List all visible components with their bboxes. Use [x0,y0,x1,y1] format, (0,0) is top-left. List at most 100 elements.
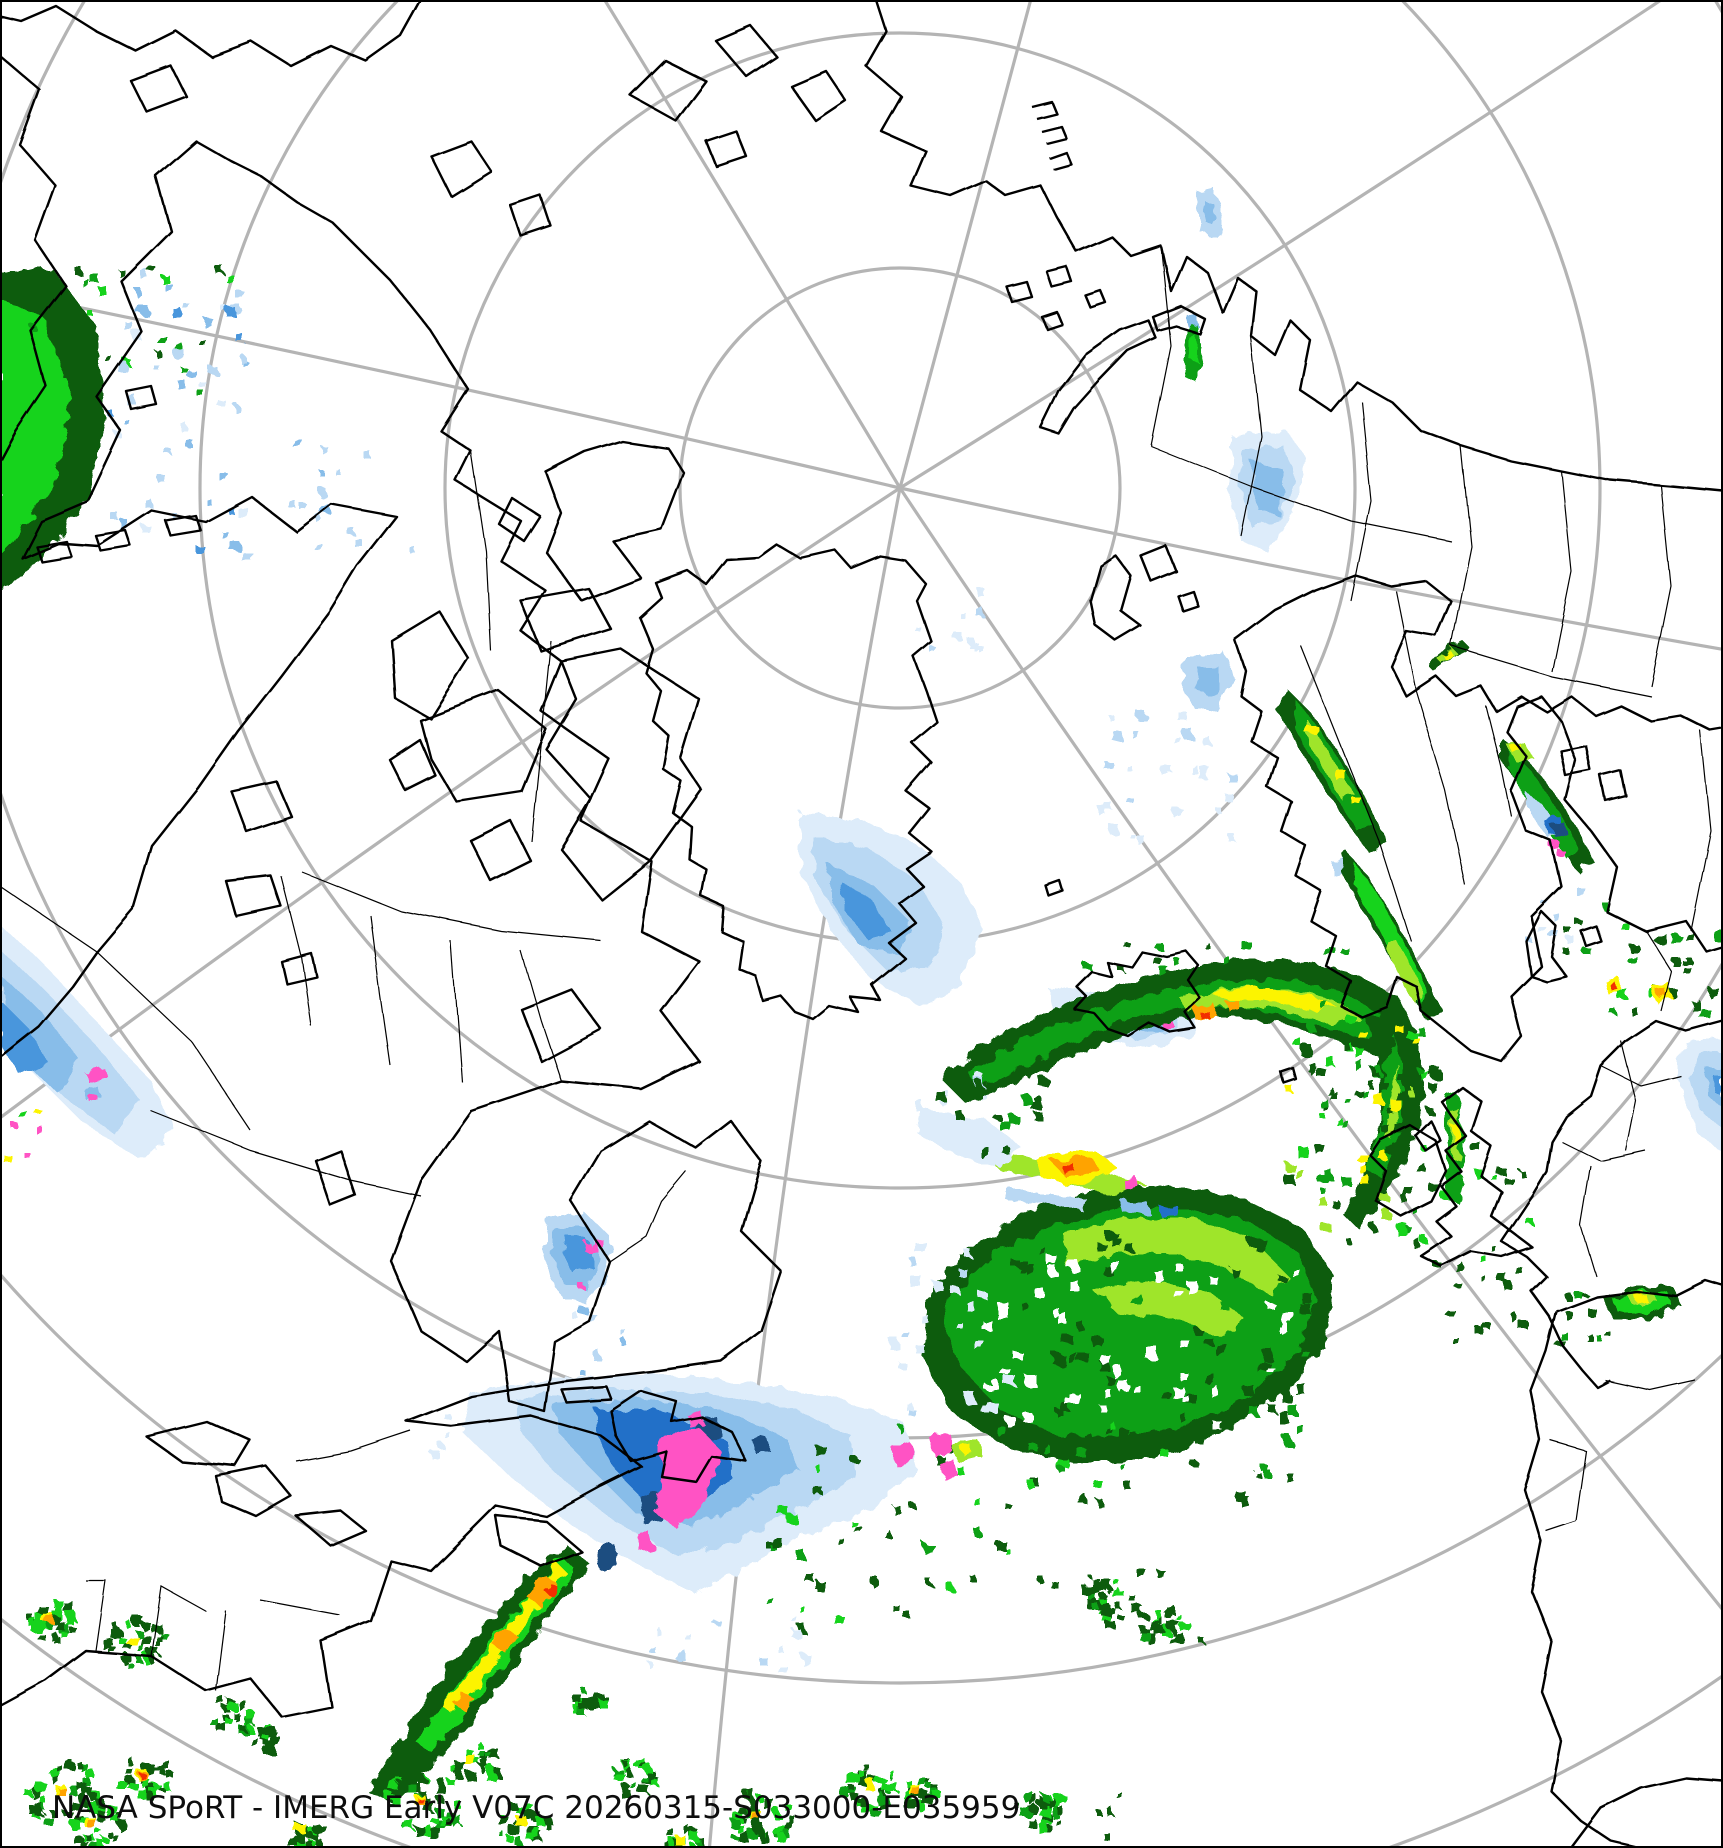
precip-pixel [792,1629,801,1638]
precip-pixel [515,1815,525,1825]
precip-pixel [174,348,184,359]
precip-pixel [145,500,153,509]
precip-pixel [1153,957,1161,965]
precip-pixel [898,1362,906,1369]
precip-pixel [927,1580,933,1586]
precip-pixel [1042,1445,1050,1453]
precip-pixel [845,1773,855,1783]
precip-pixel [1299,1303,1311,1314]
precip-pixel [731,1819,740,1828]
precip-pixel [465,1748,472,1756]
precip-pixel [156,1642,162,1648]
precip-pixel [1118,1615,1125,1621]
precip-pixel [745,1807,755,1817]
precip-pixel [1455,1282,1462,1289]
coastline-lake-onega [1599,769,1628,803]
precip-pixel [599,1699,608,1708]
precip-shape [1306,718,1352,800]
precip-pixel [250,1737,258,1746]
precip-pixel [242,552,253,563]
precip-pixel [1028,1443,1037,1452]
precip-pixel [621,1790,630,1798]
precip-pixel [306,1842,314,1848]
precip-pixel [1293,1038,1301,1046]
coastline-lake-ladoga [1559,744,1593,778]
precip-pixel [931,1789,940,1798]
precip-shape [1442,650,1454,660]
precip-pixel [1104,1833,1111,1841]
precip-pixel [1114,1602,1121,1608]
precip-sweden-south-speckles [1562,903,1638,964]
precip-pixel [126,1662,133,1669]
precip-pixel [1030,1478,1040,1487]
precip-pixel [1307,725,1317,735]
precip-pixel [1157,944,1164,951]
precip-pixel [1403,1077,1413,1087]
precip-pixel [662,1841,670,1848]
precip-pixel [235,334,243,342]
coastline-newfoundland [609,1389,748,1483]
precip-pixel [172,308,182,318]
precip-norway-coast-band [1278,688,1386,876]
precip-pixel [1037,1076,1048,1087]
precip-pixel [1155,1611,1163,1619]
precip-pixel [1307,1022,1317,1032]
precip-pixel [75,268,83,276]
precip-pixel [1427,1181,1437,1190]
precip-storm-main-texture-holes [982,1255,1300,1430]
precip-pixel [1344,1236,1351,1243]
precip-pixel [1573,917,1581,925]
precip-pixel [1228,834,1235,842]
precip-pixel [1198,1637,1204,1643]
precip-pixel [1380,1124,1389,1133]
precip-shape [960,1444,972,1454]
precip-pixel [1122,1480,1130,1488]
precip-pixel [1212,1420,1222,1430]
coastline-severnaya-island-4 [704,129,748,168]
precip-pixel [733,1813,743,1823]
precip-pixel [1101,1607,1110,1616]
precip-pixel [85,1769,94,1778]
precip-pixel [757,1795,764,1801]
border-border-sweden-finland [1485,705,1512,817]
border-border-spain-portugal [1545,1440,1587,1532]
precip-pixel [644,1765,653,1774]
precip-pixel [475,1742,482,1749]
precip-pixel [767,1598,775,1606]
border-border-russia-9 [1690,730,1712,932]
precip-pixel [1033,1427,1041,1435]
border-border-russia-1 [1150,245,1172,447]
precip-pixel [1292,1269,1300,1277]
coastline-aleutian-1 [34,539,73,563]
precip-pixel [1159,764,1167,773]
precip-pixel [645,1771,655,1781]
precip-pixel [224,1717,231,1724]
precip-pixel [146,1793,154,1801]
precip-pixel [453,1768,463,1778]
precip-pixel [640,1775,647,1781]
coastline-north-america-mainland [0,139,783,1718]
precip-pixel [1196,1437,1204,1445]
precip-pixel [1156,1568,1165,1577]
precip-pixel [1027,1480,1035,1488]
precip-pixel [1109,1261,1119,1271]
precip-pixel [974,1340,984,1350]
precip-shape [1510,742,1522,754]
precip-pacific-nw-speckles [29,264,234,398]
precip-pixel [759,1657,768,1666]
precip-pixel [1556,848,1564,856]
precip-pixel [979,1253,987,1261]
precip-pixel [1094,1480,1103,1489]
precip-pixel [38,1634,45,1641]
coastline-franz-josef-4 [1039,309,1063,330]
precip-pixel [675,1835,685,1845]
precip-pixel [622,1784,629,1791]
precip-pixel [1575,1292,1583,1300]
precip-pixel [180,424,188,432]
precip-pixel [862,1763,868,1770]
precip-pixel [533,1826,540,1832]
precip-denmark-speckles [1375,1026,1434,1115]
precip-pixel [217,1696,225,1705]
